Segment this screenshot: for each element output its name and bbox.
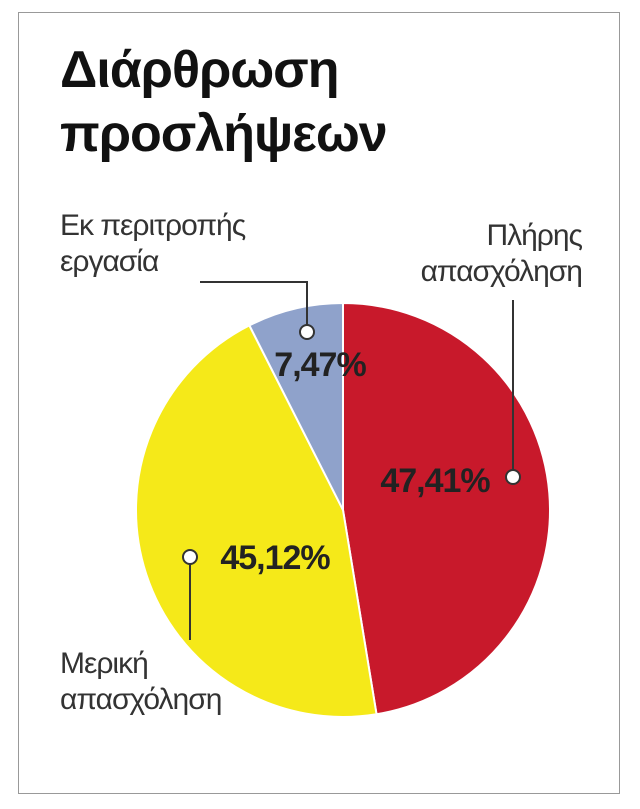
value-labels: 47,41% 45,12% 7,47%: [220, 346, 491, 577]
value-label: 7,47%: [274, 346, 366, 384]
pie-slice: [135, 324, 378, 718]
frame: [18, 12, 620, 794]
leader-dot: [299, 324, 315, 340]
leader-dot: [182, 549, 198, 565]
pie-slice: [248, 301, 344, 511]
pie-slice: [342, 301, 551, 716]
leaders: [189, 281, 514, 640]
value-label: 47,41%: [380, 462, 490, 500]
pie: [135, 301, 551, 718]
value-label: 45,12%: [220, 539, 330, 577]
category-label: Πλήρης απασχόληση: [420, 219, 583, 288]
chart-title: Διάρθρωση προσλήψεων: [60, 41, 388, 163]
leader-line: [200, 281, 308, 332]
category-label: Μερική απασχόληση: [60, 647, 222, 716]
category-label: Εκ περιτροπής εργασία: [60, 209, 246, 278]
leader-dot: [505, 469, 521, 485]
leader-dots: [182, 324, 521, 565]
